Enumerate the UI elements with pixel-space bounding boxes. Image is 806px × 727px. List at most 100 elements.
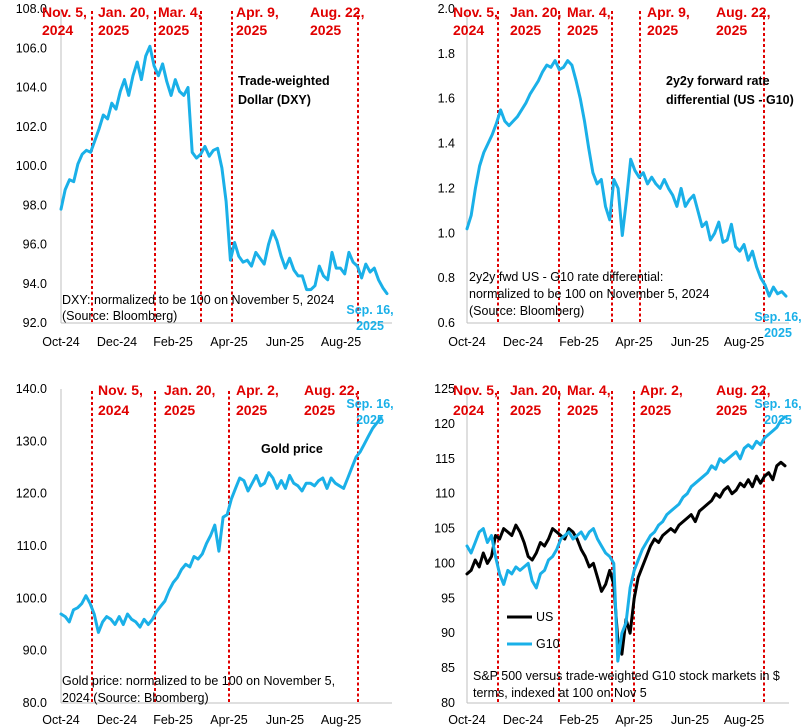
- y-tick-label: 110.0: [17, 539, 47, 553]
- x-tick-label: Jun-25: [671, 713, 709, 727]
- event-label: 2025: [310, 22, 341, 38]
- x-tick-label: Apr-25: [210, 335, 248, 349]
- series-line-dxy: [59, 44, 389, 296]
- y-tick-label: 80: [441, 696, 455, 710]
- x-tick-label: Oct-24: [448, 713, 486, 727]
- event-label: Mar. 4,: [158, 4, 202, 20]
- y-tick-label: 94.0: [23, 277, 47, 291]
- y-tick-label: 96.0: [23, 238, 47, 252]
- event-label: Apr. 2,: [236, 382, 279, 398]
- series-line-rate-differential: [465, 59, 788, 298]
- event-label: Nov. 5,: [42, 4, 87, 20]
- end-date-label: Sep. 16,: [346, 397, 393, 411]
- chart-title: Dollar (DXY): [238, 93, 311, 107]
- event-label: Aug. 22,: [716, 4, 770, 20]
- x-tick-label: Apr-25: [210, 713, 248, 727]
- y-tick-label: 90: [441, 626, 455, 640]
- end-date-label: Sep. 16,: [346, 303, 393, 317]
- chart-note: Gold price: normalized to be 100 on Nove…: [62, 674, 335, 688]
- event-label: Jan. 20,: [510, 4, 561, 20]
- chart-note: S&P 500 versus trade-weighted G10 stock …: [473, 669, 780, 683]
- y-tick-label: 2.0: [438, 2, 455, 16]
- x-tick-label: Dec-24: [97, 713, 137, 727]
- event-label: Aug. 22,: [310, 4, 364, 20]
- y-tick-label: 125: [434, 382, 455, 396]
- y-tick-label: 1.6: [438, 92, 455, 106]
- y-tick-label: 110: [435, 487, 455, 501]
- x-tick-label: Aug-25: [321, 335, 361, 349]
- chart-title: differential (US - G10): [666, 93, 794, 107]
- event-label: 2025: [567, 402, 598, 418]
- event-label: 2024: [98, 402, 129, 418]
- chart-rate-diff: 2.0 1.8 1.6 1.4 1.2 1.0 0.8 0.6 Oct-24 Dec-24 Feb-…: [438, 2, 802, 349]
- chart-title: Trade-weighted: [238, 74, 330, 88]
- event-label: 2024: [453, 22, 484, 38]
- event-label: Mar. 4,: [567, 4, 611, 20]
- chart-note: DXY: normalized to be 100 on November 5,…: [62, 293, 334, 307]
- event-label: 2025: [236, 22, 267, 38]
- chart-note: (Source: Bloomberg): [62, 309, 177, 323]
- event-label: 2025: [510, 402, 541, 418]
- y-tick-label: 130.0: [16, 434, 47, 448]
- y-tick-label: 80.0: [23, 696, 47, 710]
- event-label: 2025: [640, 402, 671, 418]
- event-label: Mar. 4,: [567, 382, 611, 398]
- y-tick-label: 100: [434, 556, 455, 570]
- x-tick-label: Apr-25: [615, 335, 653, 349]
- event-label: Apr. 9,: [236, 4, 279, 20]
- x-tick-label: Oct-24: [42, 713, 80, 727]
- y-tick-label: 120.0: [16, 487, 47, 501]
- legend-label: G10: [536, 637, 560, 651]
- end-date-label: 2025: [356, 413, 384, 427]
- y-tick-label: 92.0: [23, 316, 47, 330]
- y-tick-label: 140.0: [16, 382, 47, 396]
- event-label: Jan. 20,: [98, 4, 149, 20]
- y-tick-label: 98.0: [23, 198, 47, 212]
- chart-stocks: 125 120 115 110 105 100 95 90 85 80 Oct-24 Dec-24 Fe…: [434, 382, 801, 727]
- x-tick-label: Jun-25: [266, 335, 304, 349]
- event-label: 2025: [510, 22, 541, 38]
- event-label: Nov. 5,: [98, 382, 143, 398]
- x-tick-label: Feb-25: [559, 713, 599, 727]
- y-tick-label: 100.0: [16, 591, 47, 605]
- y-tick-label: 0.6: [438, 316, 455, 330]
- y-tick-label: 1.2: [438, 181, 455, 195]
- series-line-g10: [465, 415, 787, 663]
- x-tick-label: Oct-24: [448, 335, 486, 349]
- event-label: 2024: [42, 22, 73, 38]
- chart-note: normalized to be 100 on November 5, 2024: [469, 287, 709, 301]
- x-tick-label: Aug-25: [724, 335, 764, 349]
- series-line-gold: [59, 416, 383, 634]
- y-tick-label: 1.4: [438, 137, 455, 151]
- event-label: 2025: [158, 22, 189, 38]
- event-label: 2025: [716, 402, 747, 418]
- y-tick-label: 106.0: [16, 41, 47, 55]
- x-tick-label: Jun-25: [266, 713, 304, 727]
- chart-note: 2y2y fwd US - G10 rate differential:: [469, 270, 663, 284]
- y-tick-label: 90.0: [23, 644, 47, 658]
- event-label: Nov. 5,: [453, 382, 498, 398]
- end-date-label: 2025: [764, 413, 792, 427]
- event-label: 2025: [236, 402, 267, 418]
- y-tick-label: 120: [434, 417, 455, 431]
- end-date-label: 2025: [356, 319, 384, 333]
- end-date-label: Sep. 16,: [754, 310, 801, 324]
- x-tick-label: Dec-24: [503, 335, 543, 349]
- x-tick-label: Feb-25: [559, 335, 599, 349]
- chart-title: 2y2y forward rate: [666, 74, 770, 88]
- event-label: Aug. 22,: [304, 382, 358, 398]
- event-label: 2025: [164, 402, 195, 418]
- x-tick-label: Aug-25: [724, 713, 764, 727]
- y-tick-label: 1.0: [438, 226, 455, 240]
- y-tick-label: 100.0: [16, 159, 47, 173]
- chart-note: 2024 (Source: Bloomberg): [62, 691, 209, 705]
- y-tick-label: 1.8: [438, 47, 455, 61]
- legend-label: US: [536, 610, 553, 624]
- y-tick-label: 85: [441, 661, 455, 675]
- end-date-label: Sep. 16,: [754, 397, 801, 411]
- y-tick-label: 102.0: [16, 120, 47, 134]
- event-label: Aug. 22,: [716, 382, 770, 398]
- y-tick-label: 105: [434, 522, 455, 536]
- event-label: Jan. 20,: [164, 382, 215, 398]
